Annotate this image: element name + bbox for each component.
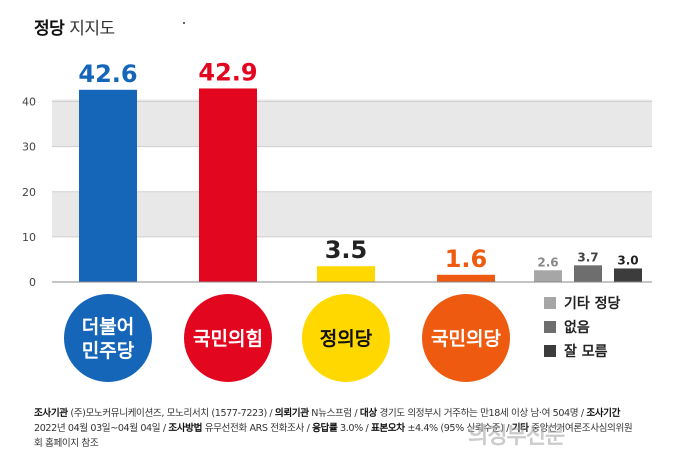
footer-key: 응답률 bbox=[312, 423, 338, 434]
party-circle bbox=[302, 294, 390, 382]
footer-key: 조사방법 bbox=[168, 423, 203, 434]
legend-label: 없음 bbox=[564, 320, 590, 336]
title-bold: 정당 bbox=[34, 19, 65, 39]
footer-value: 회 홈페이지 참조 bbox=[34, 438, 99, 449]
bar bbox=[317, 266, 375, 282]
legend-item: 기타 정당 bbox=[544, 291, 620, 315]
bar bbox=[437, 274, 495, 282]
party-label: 정의당 bbox=[320, 328, 373, 350]
footer-value: ±4.4% (95% 신뢰수준) / bbox=[407, 423, 510, 434]
party-label: 국민의힘 bbox=[193, 328, 263, 350]
footer-key: 조사기간 bbox=[586, 408, 621, 419]
value-label: 3.7 bbox=[577, 250, 598, 264]
footer-line-3: 회 홈페이지 참조 bbox=[34, 436, 664, 451]
legend-swatch bbox=[544, 345, 556, 357]
y-tick-label: 10 bbox=[22, 231, 36, 244]
title-light: 지지도 bbox=[69, 19, 115, 39]
grid-band bbox=[52, 101, 652, 147]
value-label: 3.0 bbox=[617, 253, 638, 267]
party-circle bbox=[184, 294, 272, 382]
legend-label: 기타 정당 bbox=[564, 296, 621, 312]
legend-swatch bbox=[544, 297, 556, 309]
party-label: 더불어 bbox=[82, 316, 134, 338]
footer-value: 중앙선거여론조사심의위원 bbox=[531, 423, 633, 434]
legend-label: 잘 모름 bbox=[564, 344, 608, 360]
footer-line-1: 조사기관 (주)모노커뮤니케이션즈, 모노리서치 (1577-7223) / 의… bbox=[34, 406, 664, 421]
legend-swatch bbox=[544, 321, 556, 333]
footer-key: 대상 bbox=[359, 408, 377, 419]
bar bbox=[574, 265, 602, 282]
party-label: 국민의당 bbox=[431, 328, 501, 350]
footer-value: 경기도 의정부시 거주하는 만18세 이상 남·여 504명 / bbox=[379, 408, 584, 419]
value-label: 1.6 bbox=[445, 245, 488, 273]
legend-item: 없음 bbox=[544, 315, 620, 339]
y-tick-label: 30 bbox=[22, 141, 36, 154]
bar bbox=[79, 89, 137, 282]
footer-value: 2022년 04월 03일~04월 04일 / bbox=[34, 423, 166, 434]
footer-line-2: 2022년 04월 03일~04월 04일 / 조사방법 유무선전화 ARS 전… bbox=[34, 421, 664, 436]
party-circle bbox=[422, 294, 510, 382]
footer-key: 기타 bbox=[511, 423, 529, 434]
bar bbox=[614, 268, 642, 282]
decorative-dot bbox=[183, 22, 185, 24]
chart-title: 정당 지지도 bbox=[34, 14, 115, 39]
grid-band bbox=[52, 99, 652, 102]
footer-key: 조사기관 bbox=[34, 408, 68, 419]
bar bbox=[534, 270, 562, 282]
legend-item: 잘 모름 bbox=[544, 339, 620, 363]
y-tick-label: 0 bbox=[29, 276, 36, 289]
watermark: 의정부신문 bbox=[468, 424, 565, 449]
survey-footer: 조사기관 (주)모노커뮤니케이션즈, 모노리서치 (1577-7223) / 의… bbox=[34, 406, 664, 451]
y-tick-label: 20 bbox=[22, 186, 36, 199]
grid-band bbox=[52, 191, 652, 237]
value-label: 2.6 bbox=[537, 255, 558, 269]
value-label: 42.6 bbox=[78, 60, 137, 88]
footer-value: 유무선전화 ARS 전화조사 / bbox=[204, 423, 310, 434]
party-circle bbox=[64, 294, 152, 382]
party-label: 민주당 bbox=[82, 340, 135, 362]
footer-key: 표본오차 bbox=[370, 423, 405, 434]
footer-value: (주)모노커뮤니케이션즈, 모노리서치 (1577-7223) / bbox=[70, 408, 273, 419]
footer-key: 의뢰기관 bbox=[274, 408, 309, 419]
footer-value: 3.0% / bbox=[340, 423, 369, 434]
y-tick-label: 40 bbox=[22, 96, 36, 109]
value-label: 42.9 bbox=[198, 58, 257, 86]
value-label: 3.5 bbox=[325, 236, 368, 264]
bar bbox=[199, 88, 257, 282]
footer-value: N뉴스프럼 / bbox=[311, 408, 358, 419]
